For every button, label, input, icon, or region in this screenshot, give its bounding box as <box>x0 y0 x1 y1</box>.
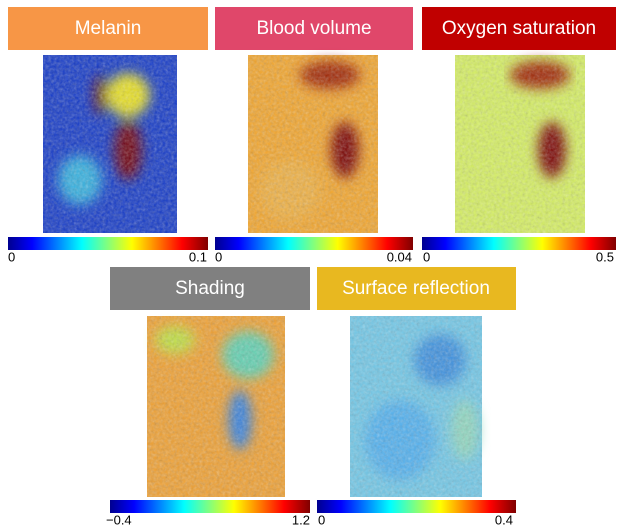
panel-title: Oxygen saturation <box>442 18 596 39</box>
surface-map <box>350 316 482 497</box>
blood-volume-map <box>248 55 378 233</box>
melanin-map <box>43 55 177 233</box>
header-bg <box>110 267 310 310</box>
shading-map <box>147 316 285 497</box>
oxygen-map <box>455 55 585 233</box>
header-bg <box>422 7 616 50</box>
colorbar <box>215 237 413 250</box>
panel-title: Surface reflection <box>342 278 490 299</box>
colorbar-max: 0.04 <box>387 249 412 264</box>
colorbar-max: 0.5 <box>596 249 614 264</box>
colorbar <box>422 237 616 250</box>
panel-title: Melanin <box>75 18 142 39</box>
header-bg <box>215 7 413 50</box>
header-bg <box>8 7 208 50</box>
colorbar-max: 1.2 <box>292 512 310 527</box>
colorbar-min: 0 <box>318 512 325 527</box>
colorbar-min: 0 <box>423 249 430 264</box>
colorbar-min: 0 <box>8 249 15 264</box>
panel-title: Shading <box>175 278 245 299</box>
colorbar-min: 0 <box>215 249 222 264</box>
colorbar <box>317 500 516 513</box>
colorbar-max: 0.4 <box>495 512 513 527</box>
colorbar-max: 0.1 <box>189 249 207 264</box>
colorbar-min: −0.4 <box>106 512 132 527</box>
panel-title: Blood volume <box>256 18 371 39</box>
colorbar <box>8 237 208 250</box>
colorbar <box>110 500 310 513</box>
header-bg <box>317 267 516 310</box>
